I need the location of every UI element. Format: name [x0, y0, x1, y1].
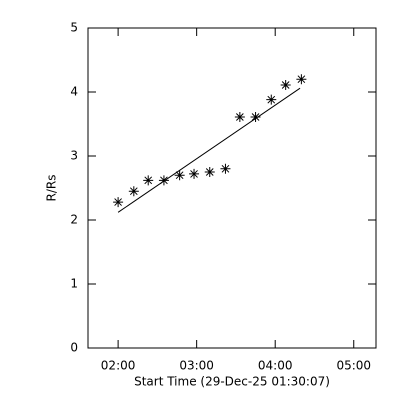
asterisk-marker: [220, 163, 231, 174]
asterisk-marker: [204, 167, 215, 177]
marker-stroke: [204, 167, 215, 177]
asterisk-marker: [280, 79, 291, 90]
asterisk-marker: [234, 111, 245, 122]
asterisk-marker: [296, 74, 307, 85]
marker-stroke: [250, 111, 261, 122]
asterisk-marker: [158, 175, 169, 186]
asterisk-marker: [189, 168, 200, 179]
marker-stroke: [189, 168, 200, 179]
marker-stroke: [220, 163, 231, 174]
asterisk-marker: [143, 175, 154, 186]
marker-stroke: [113, 197, 124, 208]
marker-stroke: [143, 175, 154, 186]
marker-stroke: [296, 74, 307, 85]
x-tick-label: 05:00: [336, 359, 371, 373]
asterisk-marker: [128, 186, 139, 197]
asterisk-marker: [113, 197, 124, 208]
x-tick-label: 03:00: [179, 359, 214, 373]
marker-stroke: [158, 175, 169, 186]
fit-line: [117, 87, 301, 213]
marker-stroke: [266, 94, 277, 105]
y-tick-label: 1: [70, 277, 78, 291]
y-tick-label: 3: [70, 149, 78, 163]
asterisk-marker: [250, 111, 261, 122]
marker-stroke: [234, 111, 245, 122]
y-tick-label: 5: [70, 21, 78, 35]
y-tick-label: 0: [70, 341, 78, 355]
x-tick-label: 04:00: [258, 359, 293, 373]
plot-frame: [87, 27, 377, 349]
marker-stroke: [174, 170, 185, 181]
y-axis-label: R/Rs: [45, 175, 59, 202]
marker-stroke: [280, 79, 291, 90]
x-axis-label: Start Time (29-Dec-25 01:30:07): [134, 375, 330, 389]
y-tick-label: 2: [70, 213, 78, 227]
x-tick-label: 02:00: [101, 359, 136, 373]
asterisk-marker: [174, 170, 185, 181]
marker-stroke: [128, 186, 139, 197]
asterisk-marker: [266, 94, 277, 105]
y-tick-label: 4: [70, 85, 78, 99]
